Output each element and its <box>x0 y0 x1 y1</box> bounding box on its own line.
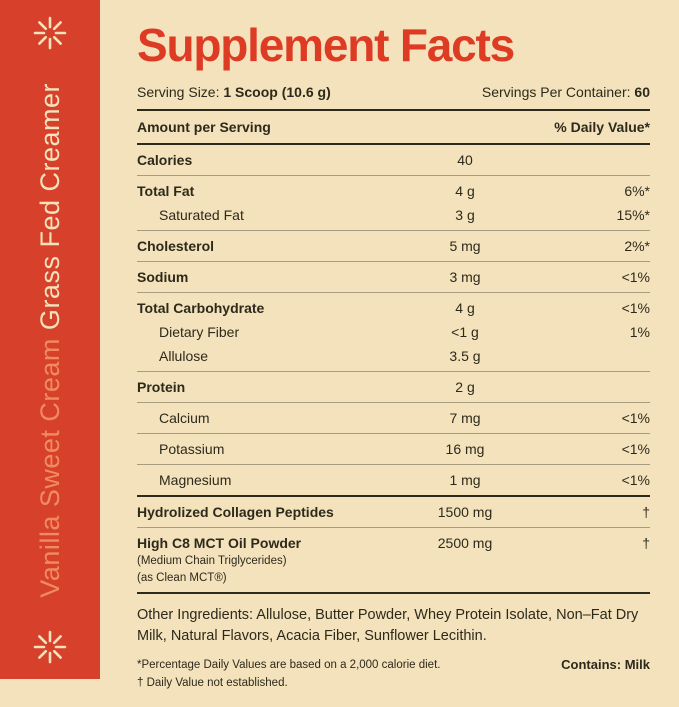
nutrient-row-collagen-peptides: Hydrolized Collagen Peptides 1500 mg † <box>137 497 650 528</box>
nutrient-dv: 15%* <box>616 207 650 223</box>
serving-size-label: Serving Size: <box>137 84 220 100</box>
product-name: Grass Fed Creamer <box>34 82 65 330</box>
servings-per-container: Servings Per Container: 60 <box>482 84 650 100</box>
nutrient-dv: <1% <box>621 441 650 457</box>
nutrient-name: Calories <box>137 152 193 168</box>
nutrient-name: Cholesterol <box>137 238 215 254</box>
nutrient-row-allulose: Allulose 3.5 g <box>137 344 650 372</box>
nutrient-amount: 4 g <box>455 183 475 199</box>
nutrient-dv: † <box>642 535 650 551</box>
nutrient-row-potassium: Potassium 16 mg <1% <box>137 434 650 465</box>
nutrient-name: Potassium <box>159 441 225 457</box>
nutrient-name: Protein <box>137 379 186 395</box>
amount-per-serving-header: Amount per Serving <box>137 119 271 135</box>
serving-size-value: 1 Scoop (10.6 g) <box>223 84 331 100</box>
nutrient-amount: 7 mg <box>449 410 481 426</box>
nutrient-row-calcium: Calcium 7 mg <1% <box>137 403 650 434</box>
nutrient-dv: <1% <box>621 472 650 488</box>
nutrient-dv: 2%* <box>624 238 650 254</box>
nutrient-name: Dietary Fiber <box>159 324 240 340</box>
nutrient-amount: 3.5 g <box>449 348 481 364</box>
nutrient-name: Saturated Fat <box>159 207 244 223</box>
footnote-daily-values: *Percentage Daily Values are based on a … <box>137 659 441 672</box>
nutrient-amount: 3 mg <box>449 269 481 285</box>
nutrient-amount: 1 mg <box>449 472 481 488</box>
nutrient-amount: 16 mg <box>445 441 485 457</box>
footnotes: *Percentage Daily Values are based on a … <box>137 657 440 693</box>
nutrient-row-protein: Protein 2 g <box>137 372 650 403</box>
nutrient-row-cholesterol: Cholesterol 5 mg 2%* <box>137 231 650 262</box>
nutrient-dv: <1% <box>621 410 650 426</box>
nutrient-amount: 5 mg <box>449 238 481 254</box>
panel-title: Supplement Facts <box>137 19 515 71</box>
nutrient-dv: <1% <box>621 269 650 285</box>
nutrient-name: Allulose <box>159 348 209 364</box>
other-ingredients-text: Other Ingredients: Allulose, Butter Powd… <box>137 607 639 644</box>
nutrient-name: Hydrolized Collagen Peptides <box>137 504 334 520</box>
nutrient-row-calories: Calories 40 <box>137 145 650 176</box>
nutrient-amount: 40 <box>457 152 473 168</box>
nutrient-dv: † <box>642 504 650 520</box>
nutrient-dv: 1% <box>629 324 650 340</box>
nutrient-amount: 2 g <box>455 379 475 395</box>
table-column-header: Amount per Serving % Daily Value* <box>137 111 650 145</box>
nutrient-amount: 3 g <box>455 207 475 223</box>
brand-sidebar: Vanilla Sweet Cream Grass Fed Creamer <box>0 0 100 679</box>
nutrient-name: Total Carbohydrate <box>137 300 265 316</box>
nutrient-dv: <1% <box>621 300 650 316</box>
nutrient-amount: 2500 mg <box>437 535 493 551</box>
nutrient-row-sodium: Sodium 3 mg <1% <box>137 262 650 293</box>
nutrient-name: Sodium <box>137 269 189 285</box>
serving-size: Serving Size: 1 Scoop (10.6 g) <box>137 84 331 100</box>
nutrient-subline: (Medium Chain Triglycerides) <box>137 555 287 567</box>
nutrient-name: Magnesium <box>159 472 232 488</box>
nutrient-dv: 6%* <box>624 183 650 199</box>
nutrient-row-dietary-fiber: Dietary Fiber <1 g 1% <box>137 320 650 344</box>
supplement-facts-panel: Supplement Facts Serving Size: 1 Scoop (… <box>100 0 679 689</box>
nutrient-name-main: High C8 MCT Oil Powder <box>137 535 302 551</box>
flavor-name: Vanilla Sweet Cream <box>34 337 65 598</box>
footnotes-row: *Percentage Daily Values are based on a … <box>137 655 650 707</box>
nutrient-amount: 4 g <box>455 300 475 316</box>
nutrient-amount: 1500 mg <box>437 504 493 520</box>
nutrient-row-saturated-fat: Saturated Fat 3 g 15%* <box>137 203 650 231</box>
nutrient-name: Total Fat <box>137 183 195 199</box>
nutrient-name: Calcium <box>159 410 210 426</box>
starburst-icon-bottom <box>33 630 67 664</box>
footnote-dagger: † Daily Value not established. <box>137 676 288 689</box>
nutrient-row-total-carbohydrate: Total Carbohydrate 4 g <1% <box>137 293 650 320</box>
nutrient-amount: <1 g <box>451 324 479 340</box>
nutrient-row-mct-oil-powder: High C8 MCT Oil Powder (Medium Chain Tri… <box>137 528 650 594</box>
nutrient-subline: (as Clean MCT®) <box>137 572 227 584</box>
nutrient-row-total-fat: Total Fat 4 g 6%* <box>137 176 650 203</box>
nutrient-row-magnesium: Magnesium 1 mg <1% <box>137 465 650 497</box>
daily-value-header: % Daily Value* <box>554 119 650 135</box>
serving-info-row: Serving Size: 1 Scoop (10.6 g) Servings … <box>137 84 650 111</box>
servings-per-container-label: Servings Per Container: <box>481 84 631 100</box>
starburst-icon-top <box>33 16 67 50</box>
nutrient-name: High C8 MCT Oil Powder (Medium Chain Tri… <box>137 535 390 585</box>
servings-per-container-value: 60 <box>634 84 650 100</box>
contains-allergen-text: Contains: Milk <box>561 657 650 673</box>
vertical-brand-text: Vanilla Sweet Cream Grass Fed Creamer <box>34 82 65 598</box>
